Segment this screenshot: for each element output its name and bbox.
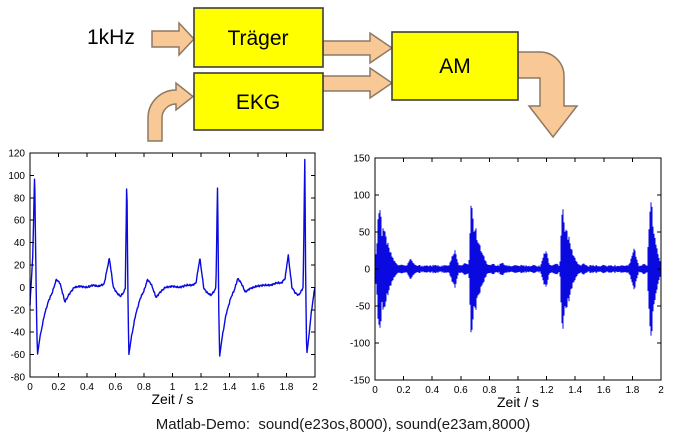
x-tick-label: 1 (170, 382, 176, 393)
x-tick-label: 1.2 (540, 385, 554, 396)
x-tick-label: 1.8 (280, 382, 294, 393)
block-traeger-label: Träger (227, 27, 288, 50)
block-am (391, 31, 519, 101)
x-tick-label: 0.8 (482, 385, 496, 396)
block-ekg (193, 72, 324, 131)
axes (29, 152, 316, 378)
y-tick-label: 150 (353, 154, 370, 165)
y-tick-label: 0 (364, 265, 370, 276)
ekg-plot: 0 0.2 0.4 0.6 0.8 1 1.2 1.4 1.6 1.8 2 -80 -60 -40 -20 0… (8, 149, 318, 408)
y-tick-label: -100 (350, 339, 370, 350)
axes-box (29, 152, 316, 378)
arrow-input-to-traeger (151, 21, 196, 57)
x-tick-label: 1.6 (251, 382, 265, 393)
y-tick-label: -60 (11, 350, 26, 361)
caption: Matlab-Demo: sound(e23os,8000), sound(e2… (155, 416, 531, 433)
y-tick-label: 60 (14, 216, 26, 227)
tick-labels: 0 0.2 0.4 0.6 0.8 1 1.2 1.4 1.6 1.8 2 -80 -60 -40 -20 0… (8, 149, 318, 394)
y-tick-label: 0 (19, 283, 25, 294)
block-diagram: 1kHz Träger EKG AM (87, 7, 579, 142)
am-trace (374, 202, 662, 336)
arrow-am-output (517, 51, 579, 139)
x-tick-label: 1.4 (568, 385, 582, 396)
axes (374, 157, 662, 381)
x-tick-label: 0 (27, 382, 33, 393)
x-axis-label: Zeit / s (151, 391, 193, 407)
y-tick-label: 20 (14, 261, 26, 272)
x-tick-label: 0.8 (137, 382, 151, 393)
x-tick-label: 2 (658, 385, 664, 396)
y-tick-label: 120 (8, 149, 25, 160)
y-tick-label: -50 (356, 302, 371, 313)
x-tick-label: 0.2 (52, 382, 66, 393)
x-tick-label: 0.6 (109, 382, 123, 393)
ekg-trace (29, 158, 316, 357)
block-am-label: AM (439, 55, 471, 78)
y-tick-label: 50 (359, 228, 371, 239)
y-tick-label: -150 (350, 376, 370, 387)
y-tick-label: 100 (8, 171, 25, 182)
y-tick-label: -20 (11, 305, 26, 316)
x-tick-label: 1.6 (597, 385, 611, 396)
arrow-curved-into-ekg (147, 81, 195, 142)
am-plot: 0 0.2 0.4 0.6 0.8 1 1.2 1.4 1.6 1.8 2 -150 -100 -50 0 5… (350, 154, 664, 411)
y-tick-label: 80 (14, 193, 26, 204)
y-tick-label: -40 (11, 328, 26, 339)
x-axis-label: Zeit / s (497, 394, 539, 410)
arrow-traeger-to-am (322, 31, 394, 65)
y-tick-label: 40 (14, 238, 26, 249)
input-label: 1kHz (87, 26, 135, 49)
x-tick-label: 0.4 (425, 385, 439, 396)
arrow-ekg-to-am (322, 66, 394, 100)
tick-labels: 0 0.2 0.4 0.6 0.8 1 1.2 1.4 1.6 1.8 2 -150 -100 -50 0 5… (350, 154, 664, 397)
y-tick-label: -80 (11, 373, 26, 384)
y-tick-label: 100 (353, 191, 370, 202)
x-tick-label: 1.2 (194, 382, 208, 393)
x-tick-label: 0.6 (454, 385, 468, 396)
x-tick-label: 0.2 (397, 385, 411, 396)
x-tick-label: 0 (372, 385, 378, 396)
x-tick-label: 1.4 (223, 382, 237, 393)
x-tick-label: 1.8 (625, 385, 639, 396)
block-traeger (193, 7, 324, 68)
x-tick-label: 2 (312, 382, 318, 393)
x-tick-label: 0.4 (80, 382, 94, 393)
block-ekg-label: EKG (236, 91, 280, 114)
x-tick-label: 1 (515, 385, 521, 396)
